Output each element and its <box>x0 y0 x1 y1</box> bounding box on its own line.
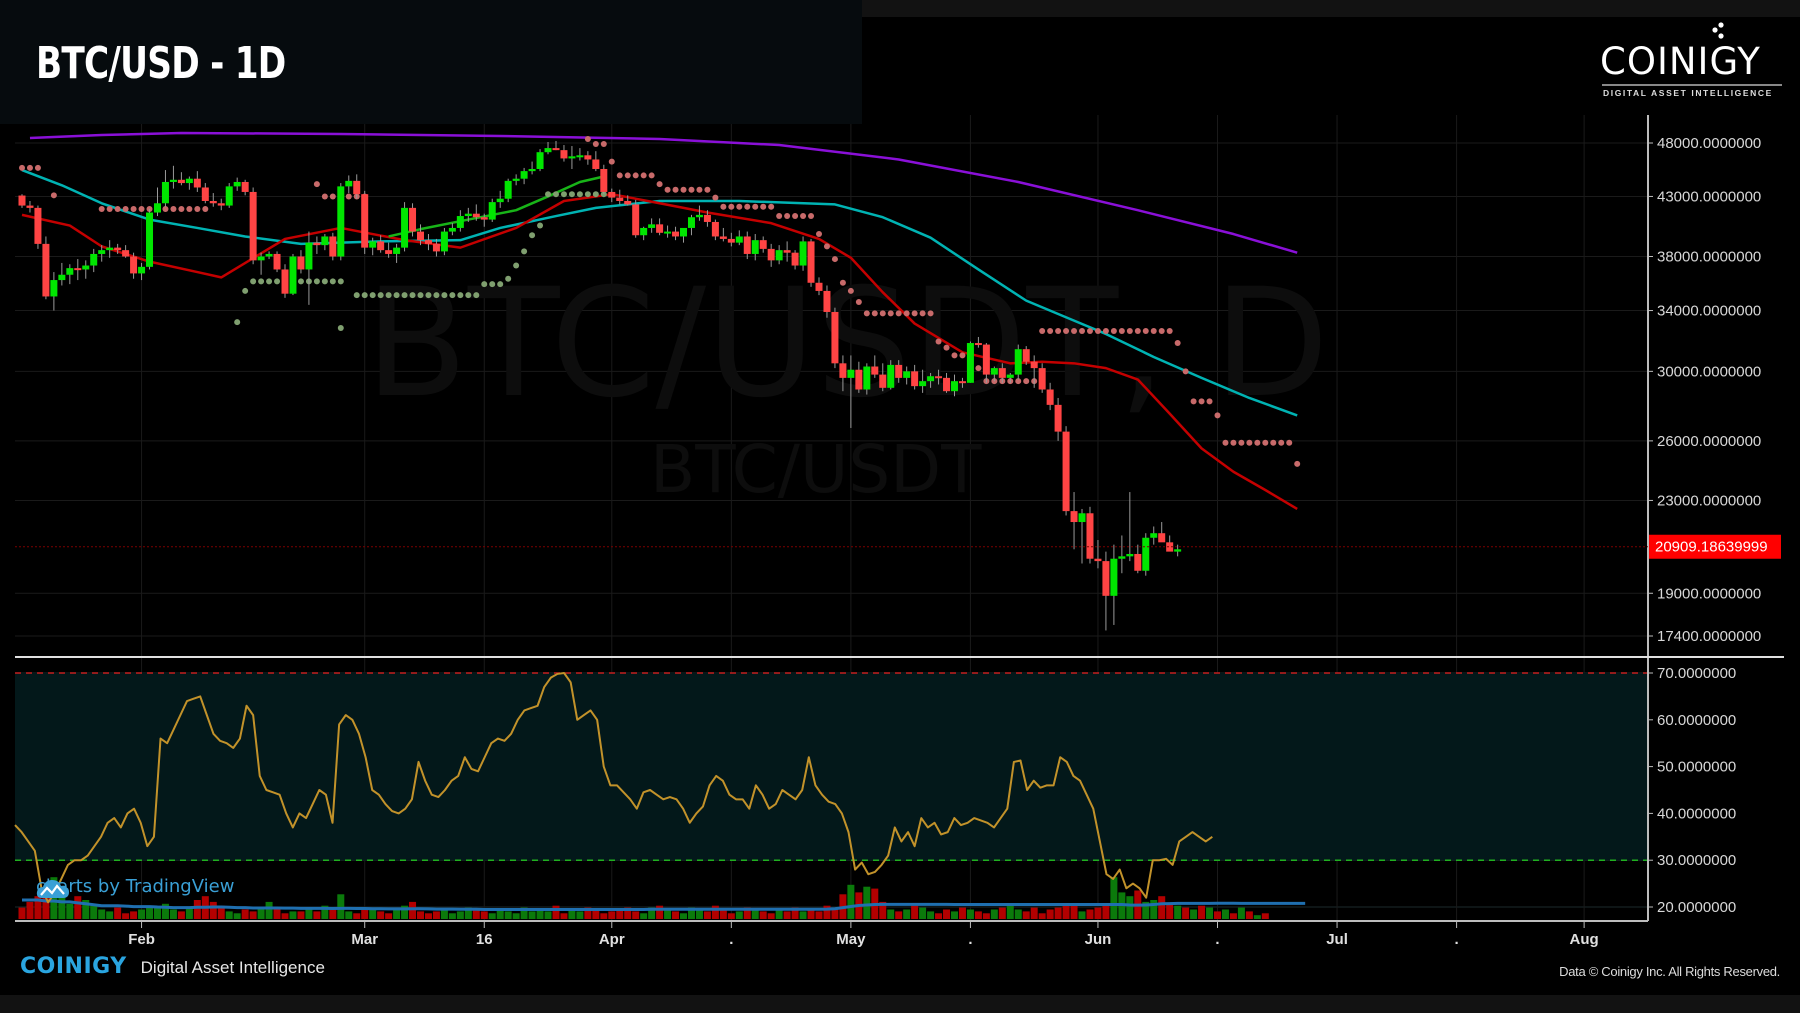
svg-text:19000.0000000: 19000.0000000 <box>1657 585 1761 602</box>
svg-text:Aug: Aug <box>1570 931 1599 948</box>
svg-text:43000.0000000: 43000.0000000 <box>1657 188 1761 205</box>
rsi-line <box>14 672 1648 904</box>
symbol-watermark: BTC/USDT, D <box>365 257 1329 431</box>
top-strip <box>862 0 1800 17</box>
copyright-notice: Data © Coinigy Inc. All Rights Reserved. <box>1559 964 1780 979</box>
logo-divider <box>1602 84 1782 86</box>
tradingview-cloud-icon <box>36 880 69 898</box>
svg-text:34000.0000000: 34000.0000000 <box>1657 303 1761 320</box>
svg-text:70.0000000: 70.0000000 <box>1657 665 1736 682</box>
footer-coinigy-wordmark: COINIGY <box>20 954 127 979</box>
svg-text:30000.0000000: 30000.0000000 <box>1657 363 1761 380</box>
coinigy-logo: COINIGY DIGITAL ASSET INTELLIGENCE <box>1600 22 1786 100</box>
chart-title: BTC/USD - 1D <box>36 38 286 89</box>
svg-text:26000.0000000: 26000.0000000 <box>1657 433 1761 450</box>
volume-bars <box>18 877 1306 919</box>
svg-text:48000.0000000: 48000.0000000 <box>1657 135 1761 152</box>
svg-text:Feb: Feb <box>128 931 155 948</box>
svg-text:.: . <box>729 931 733 948</box>
svg-text:60.0000000: 60.0000000 <box>1657 712 1736 729</box>
svg-text:.: . <box>968 931 972 948</box>
svg-text:May: May <box>836 931 866 948</box>
footer-tagline: Digital Asset Intelligence <box>140 958 325 977</box>
svg-text:Jun: Jun <box>1085 931 1112 948</box>
svg-text:16: 16 <box>476 931 493 948</box>
svg-text:40.0000000: 40.0000000 <box>1657 805 1736 822</box>
svg-text:23000.0000000: 23000.0000000 <box>1657 492 1761 509</box>
axes: 48000.0000000 43000.0000000 38000.0000000 3… <box>15 115 1784 948</box>
svg-text:50.0000000: 50.0000000 <box>1657 759 1736 776</box>
tradingview-badge[interactable]: charts by TradingView <box>36 876 235 898</box>
candlesticks <box>18 140 1182 631</box>
svg-text:17400.0000000: 17400.0000000 <box>1657 628 1761 645</box>
title-box: BTC/USD - 1D <box>0 0 862 124</box>
svg-text:38000.0000000: 38000.0000000 <box>1657 249 1761 266</box>
svg-text:.: . <box>1215 931 1219 948</box>
svg-text:30.0000000: 30.0000000 <box>1657 852 1736 869</box>
footer-brand: COINIGY Digital Asset Intelligence <box>20 954 325 979</box>
bottom-strip <box>0 995 1800 1013</box>
rsi-band <box>15 673 1648 861</box>
svg-text:Apr: Apr <box>599 931 625 948</box>
svg-text:Mar: Mar <box>351 931 378 948</box>
svg-text:Jul: Jul <box>1326 931 1348 948</box>
svg-text:20.0000000: 20.0000000 <box>1657 899 1736 916</box>
logo-wordmark: COINIGY <box>1600 40 1761 83</box>
svg-text:20909.18639999: 20909.18639999 <box>1655 539 1768 556</box>
symbol-watermark-small: BTC/USDT <box>650 431 982 508</box>
logo-tagline: DIGITAL ASSET INTELLIGENCE <box>1603 88 1773 98</box>
moving-averages <box>21 131 1298 511</box>
logo-dots-icon <box>1712 22 1724 39</box>
svg-text:.: . <box>1455 931 1459 948</box>
tradingview-label: charts by TradingView <box>36 876 235 897</box>
